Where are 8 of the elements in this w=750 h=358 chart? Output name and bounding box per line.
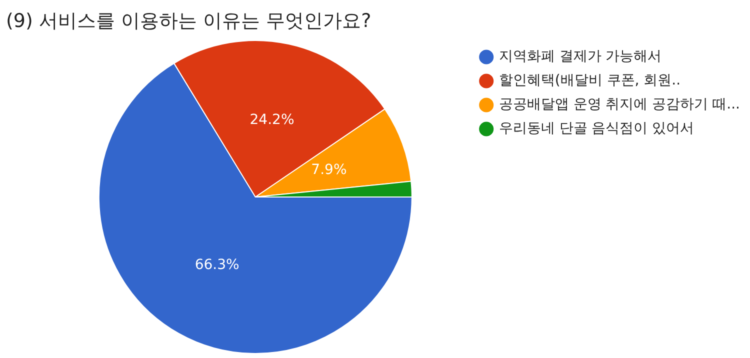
data-label: 7.9% (311, 162, 347, 178)
data-label: 24.2% (250, 112, 294, 128)
legend-label: 우리동네 단골 음식점이 있어서 (498, 120, 694, 137)
data-label: 66.3% (194, 256, 240, 273)
legend-label: 공공배달앱 운영 취지에 공감하기 때... (498, 96, 740, 113)
chart-title: (9) 서비스를 이용하는 이유는 무엇인가요? (6, 9, 372, 34)
legend-label: 지역화폐 결제가 가능해서 (498, 48, 662, 65)
legend-label: 할인혜택(배달비 쿠폰, 회원.. (498, 72, 681, 89)
